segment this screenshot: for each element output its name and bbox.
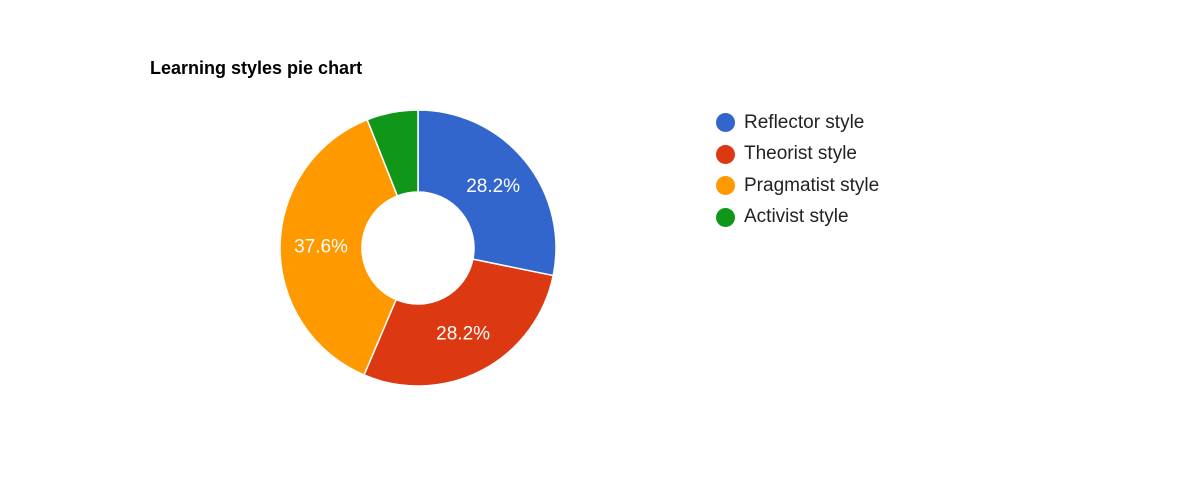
legend-swatch-activist xyxy=(716,207,735,227)
legend-item-reflector[interactable]: Reflector style xyxy=(716,107,879,139)
pie-slice-pragmatist-style[interactable] xyxy=(279,118,399,376)
slice-label-reflector-style: 28.2% xyxy=(466,176,520,197)
slice-label-pragmatist-style: 37.6% xyxy=(294,236,348,257)
legend-swatch-theorist xyxy=(716,144,735,164)
pie-slice-theorist-style[interactable] xyxy=(363,258,555,387)
legend-item-theorist[interactable]: Theorist style xyxy=(716,139,879,171)
legend-label-theorist: Theorist style xyxy=(744,143,857,165)
legend-label-activist: Activist style xyxy=(744,206,849,228)
slice-label-theorist-style: 28.2% xyxy=(436,323,490,344)
legend-swatch-reflector xyxy=(716,113,735,133)
legend-label-pragmatist: Pragmatist style xyxy=(744,174,880,196)
legend-item-activist[interactable]: Activist style xyxy=(716,202,879,234)
pie-slice-reflector-style[interactable] xyxy=(417,109,557,277)
legend: Reflector style Theorist style Pragmatis… xyxy=(716,107,879,233)
legend-label-reflector: Reflector style xyxy=(744,111,865,133)
chart-title: Learning styles pie chart xyxy=(150,58,363,78)
legend-item-pragmatist[interactable]: Pragmatist style xyxy=(716,170,879,202)
pie-slice-activist-style[interactable] xyxy=(366,109,419,197)
legend-swatch-pragmatist xyxy=(716,176,735,196)
